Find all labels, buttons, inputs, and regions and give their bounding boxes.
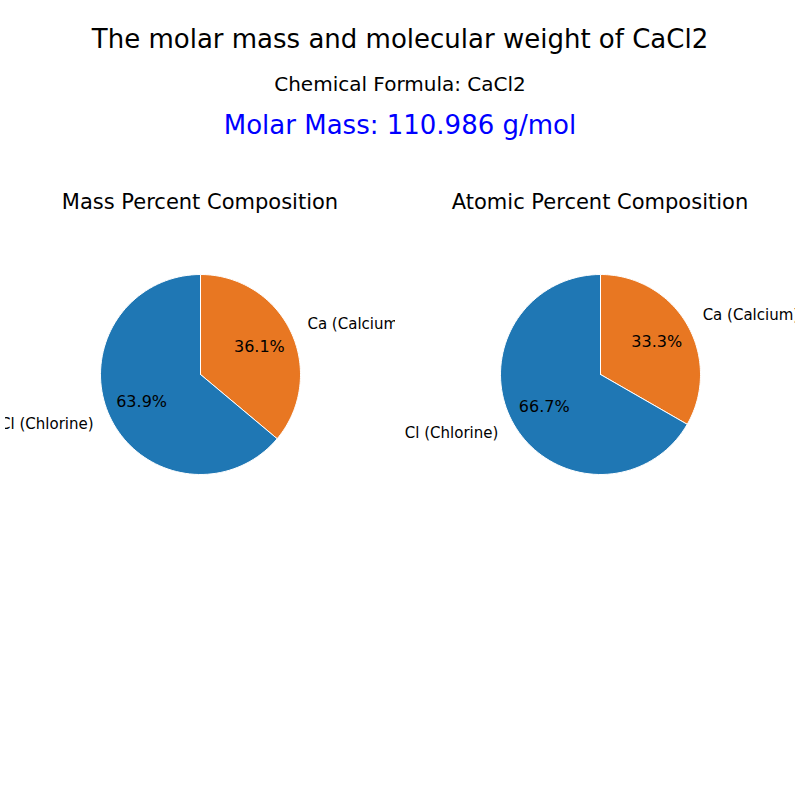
html-text:Mass Percent Composition: Mass Percent Composition [61, 190, 339, 214]
svg-text:36.1%: 36.1% [234, 337, 285, 356]
svg-text:66.7%: 66.7% [519, 397, 570, 416]
svg-text:Ca (Calcium): Ca (Calcium) [703, 306, 795, 324]
svg-text:63.9%: 63.9% [116, 392, 167, 411]
html-text:Atomic Percent Composition: Atomic Percent Composition [451, 190, 749, 214]
svg-text:Cl (Chlorine): Cl (Chlorine) [5, 415, 94, 433]
svg-text:Cl (Chlorine): Cl (Chlorine) [405, 424, 498, 442]
html-text:Molar Mass: 110.986 g/mol: Molar Mass: 110.986 g/mol [223, 110, 577, 140]
svg-text:Ca (Calcium): Ca (Calcium) [307, 315, 395, 333]
svg-text:33.3%: 33.3% [631, 332, 682, 351]
html-text:The molar mass and molecular w: The molar mass and molecular weight of C… [91, 24, 709, 54]
html-text:Chemical Formula: CaCl2: Chemical Formula: CaCl2 [274, 72, 526, 96]
